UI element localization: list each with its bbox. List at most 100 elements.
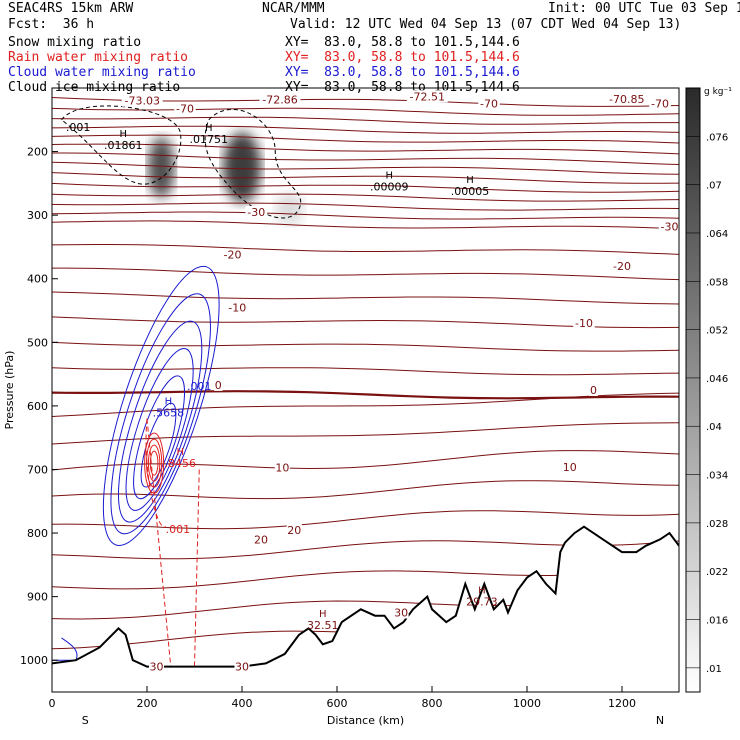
field-label-snow: Snow mixing ratio: [8, 35, 142, 50]
snow-shading: [147, 132, 304, 225]
x-tick-label: 0: [49, 697, 56, 710]
isotherm-line-7: [52, 161, 679, 175]
y-tick-label: 400: [27, 273, 48, 286]
maximum-value: .01861: [104, 139, 143, 152]
isotherm-line-16: [52, 291, 679, 305]
isotherm-line-15: [52, 267, 679, 281]
isotherm-line-18: [52, 341, 679, 352]
maximum-marker-4: H.5658: [153, 396, 185, 419]
isotherm-line-1: [52, 107, 679, 116]
isotherm-label-bg: [245, 205, 267, 218]
isotherm-label-8: -30: [658, 220, 681, 234]
y-tick-label: 600: [27, 400, 48, 413]
isotherm-line-14: [52, 244, 679, 255]
field-label-rain: Rain water mixing ratio: [8, 50, 189, 65]
rain-core-contour-1: [146, 438, 163, 488]
maximum-value: .5658: [153, 406, 185, 419]
isotherm-line-6: [52, 152, 679, 165]
isotherm-label-bg: [253, 533, 269, 546]
snow-blob-2: [275, 192, 304, 225]
isotherm-label-10: -20: [611, 260, 633, 273]
isotherm-line-13: [52, 220, 679, 230]
isotherm-label-bg: [589, 384, 598, 396]
maximum-h-letter: H: [478, 586, 486, 597]
isotherm-label-text: -70.85: [609, 93, 644, 106]
contour-label-1: .001: [187, 380, 212, 393]
maximum-value: .8456: [165, 457, 197, 470]
terrain-profile: [52, 525, 679, 692]
isotherm-label-3: -72.51: [406, 90, 448, 103]
isotherm-label-bg: [606, 92, 648, 105]
contour-label-2: .001: [166, 523, 191, 536]
isotherm-label-17: 20: [253, 533, 269, 546]
x-tick-label: 800: [422, 697, 443, 710]
maximum-h-letter: H: [466, 175, 474, 186]
isotherm-label-text: 0: [215, 379, 222, 392]
isotherm-label-text: -70: [651, 97, 669, 110]
colorbar-tick-label: .07: [706, 181, 722, 192]
isotherm-label-9: -20: [221, 248, 244, 262]
maximum-value: .00009: [370, 181, 409, 194]
maximum-value: 29.73: [466, 596, 498, 609]
isotherm-label-bg: [611, 260, 633, 273]
maximum-marker-3: H.00005: [451, 175, 490, 198]
isotherm-label-bg: [174, 102, 196, 115]
x-tick-label: 600: [327, 697, 348, 710]
field-xy-rain: XY= 83.0, 58.8 to 101.5,144.6: [285, 50, 520, 65]
isotherm-label-bg: [658, 220, 681, 233]
isotherm-label-bg: [286, 523, 302, 536]
isotherm-label-bg: [649, 97, 671, 110]
isotherm-label-6: -70: [649, 97, 671, 110]
isotherm-label-text: -72.51: [410, 90, 445, 103]
colorbar-tick-label: .04: [706, 422, 722, 433]
rain-core-contour-2: [147, 444, 161, 482]
isotherm-line-20: [52, 390, 679, 400]
isotherm-label-bg: [393, 606, 409, 619]
isotherm-label-text: -20: [224, 249, 242, 262]
isotherm-label-bg: [234, 660, 250, 673]
colorbar-unit: g kg⁻¹: [704, 87, 732, 97]
isotherm-label-bg: [478, 97, 500, 110]
isotherm-label-text: -20: [613, 260, 631, 273]
isotherm-label-text: -70: [176, 102, 194, 115]
maximum-marker-6: H32.51: [307, 609, 339, 632]
isotherm-label-text: -10: [228, 301, 246, 314]
isotherm-label-bg: [149, 660, 164, 673]
isotherm-label-bg: [226, 301, 248, 314]
forecast-hour: Fcst: 36 h: [8, 17, 95, 32]
isotherm-line-5: [52, 143, 679, 155]
contour-label-0: .001: [66, 121, 91, 134]
maximum-value: 32.51: [307, 619, 339, 632]
y-tick-label: 700: [27, 463, 48, 476]
contour-labels: -73.03 -70 -72.86 -72.51 -70 -70.85 -70 -30 -30 -…: [66, 90, 681, 674]
isotherm-label-4: -70: [478, 97, 500, 110]
terrain-line: [52, 525, 679, 668]
ice-contour-west: [60, 105, 182, 185]
isotherm-label-bg: [121, 94, 163, 107]
colorbar-tick-label: .016: [706, 616, 728, 627]
isotherm-label-text: 30: [150, 661, 164, 674]
cloud-water-contour-1: [110, 293, 211, 535]
snow-blob-1: [223, 132, 261, 203]
maximum-h-letter: H: [319, 609, 327, 620]
y-tick-label: 300: [27, 209, 48, 222]
cloud-water-contour-4: [133, 375, 186, 500]
isotherm-label-7: -30: [245, 205, 267, 219]
rain-core-contour-3: [149, 450, 159, 476]
field-xy-snow: XY= 83.0, 58.8 to 101.5,144.6: [285, 35, 520, 50]
init-time: Init: 00 UTC Tue 03 Sep 13: [548, 1, 740, 16]
isotherm-label-text: 30: [235, 661, 249, 674]
organization: NCAR/MMM: [262, 1, 325, 16]
maximum-marker-7: H29.73: [466, 586, 498, 609]
field-label-cloud-water: Cloud water mixing ratio: [8, 65, 196, 80]
colorbar-tick-label: .076: [706, 132, 728, 143]
isotherm-label-text: 20: [254, 533, 268, 546]
valid-time: Valid: 12 UTC Wed 04 Sep 13 (07 CDT Wed …: [290, 17, 682, 32]
isotherm-label-15: 10: [274, 461, 290, 475]
x-tick-label: 1000: [513, 697, 541, 710]
y-tick-label: 500: [27, 336, 48, 349]
isotherm-label-16: 10: [562, 460, 578, 474]
isotherm-label-text: 30: [394, 607, 408, 620]
field-xy-cloud-water: XY= 83.0, 58.8 to 101.5,144.6: [285, 65, 520, 80]
maximum-marker-1: H.01751: [190, 123, 229, 146]
